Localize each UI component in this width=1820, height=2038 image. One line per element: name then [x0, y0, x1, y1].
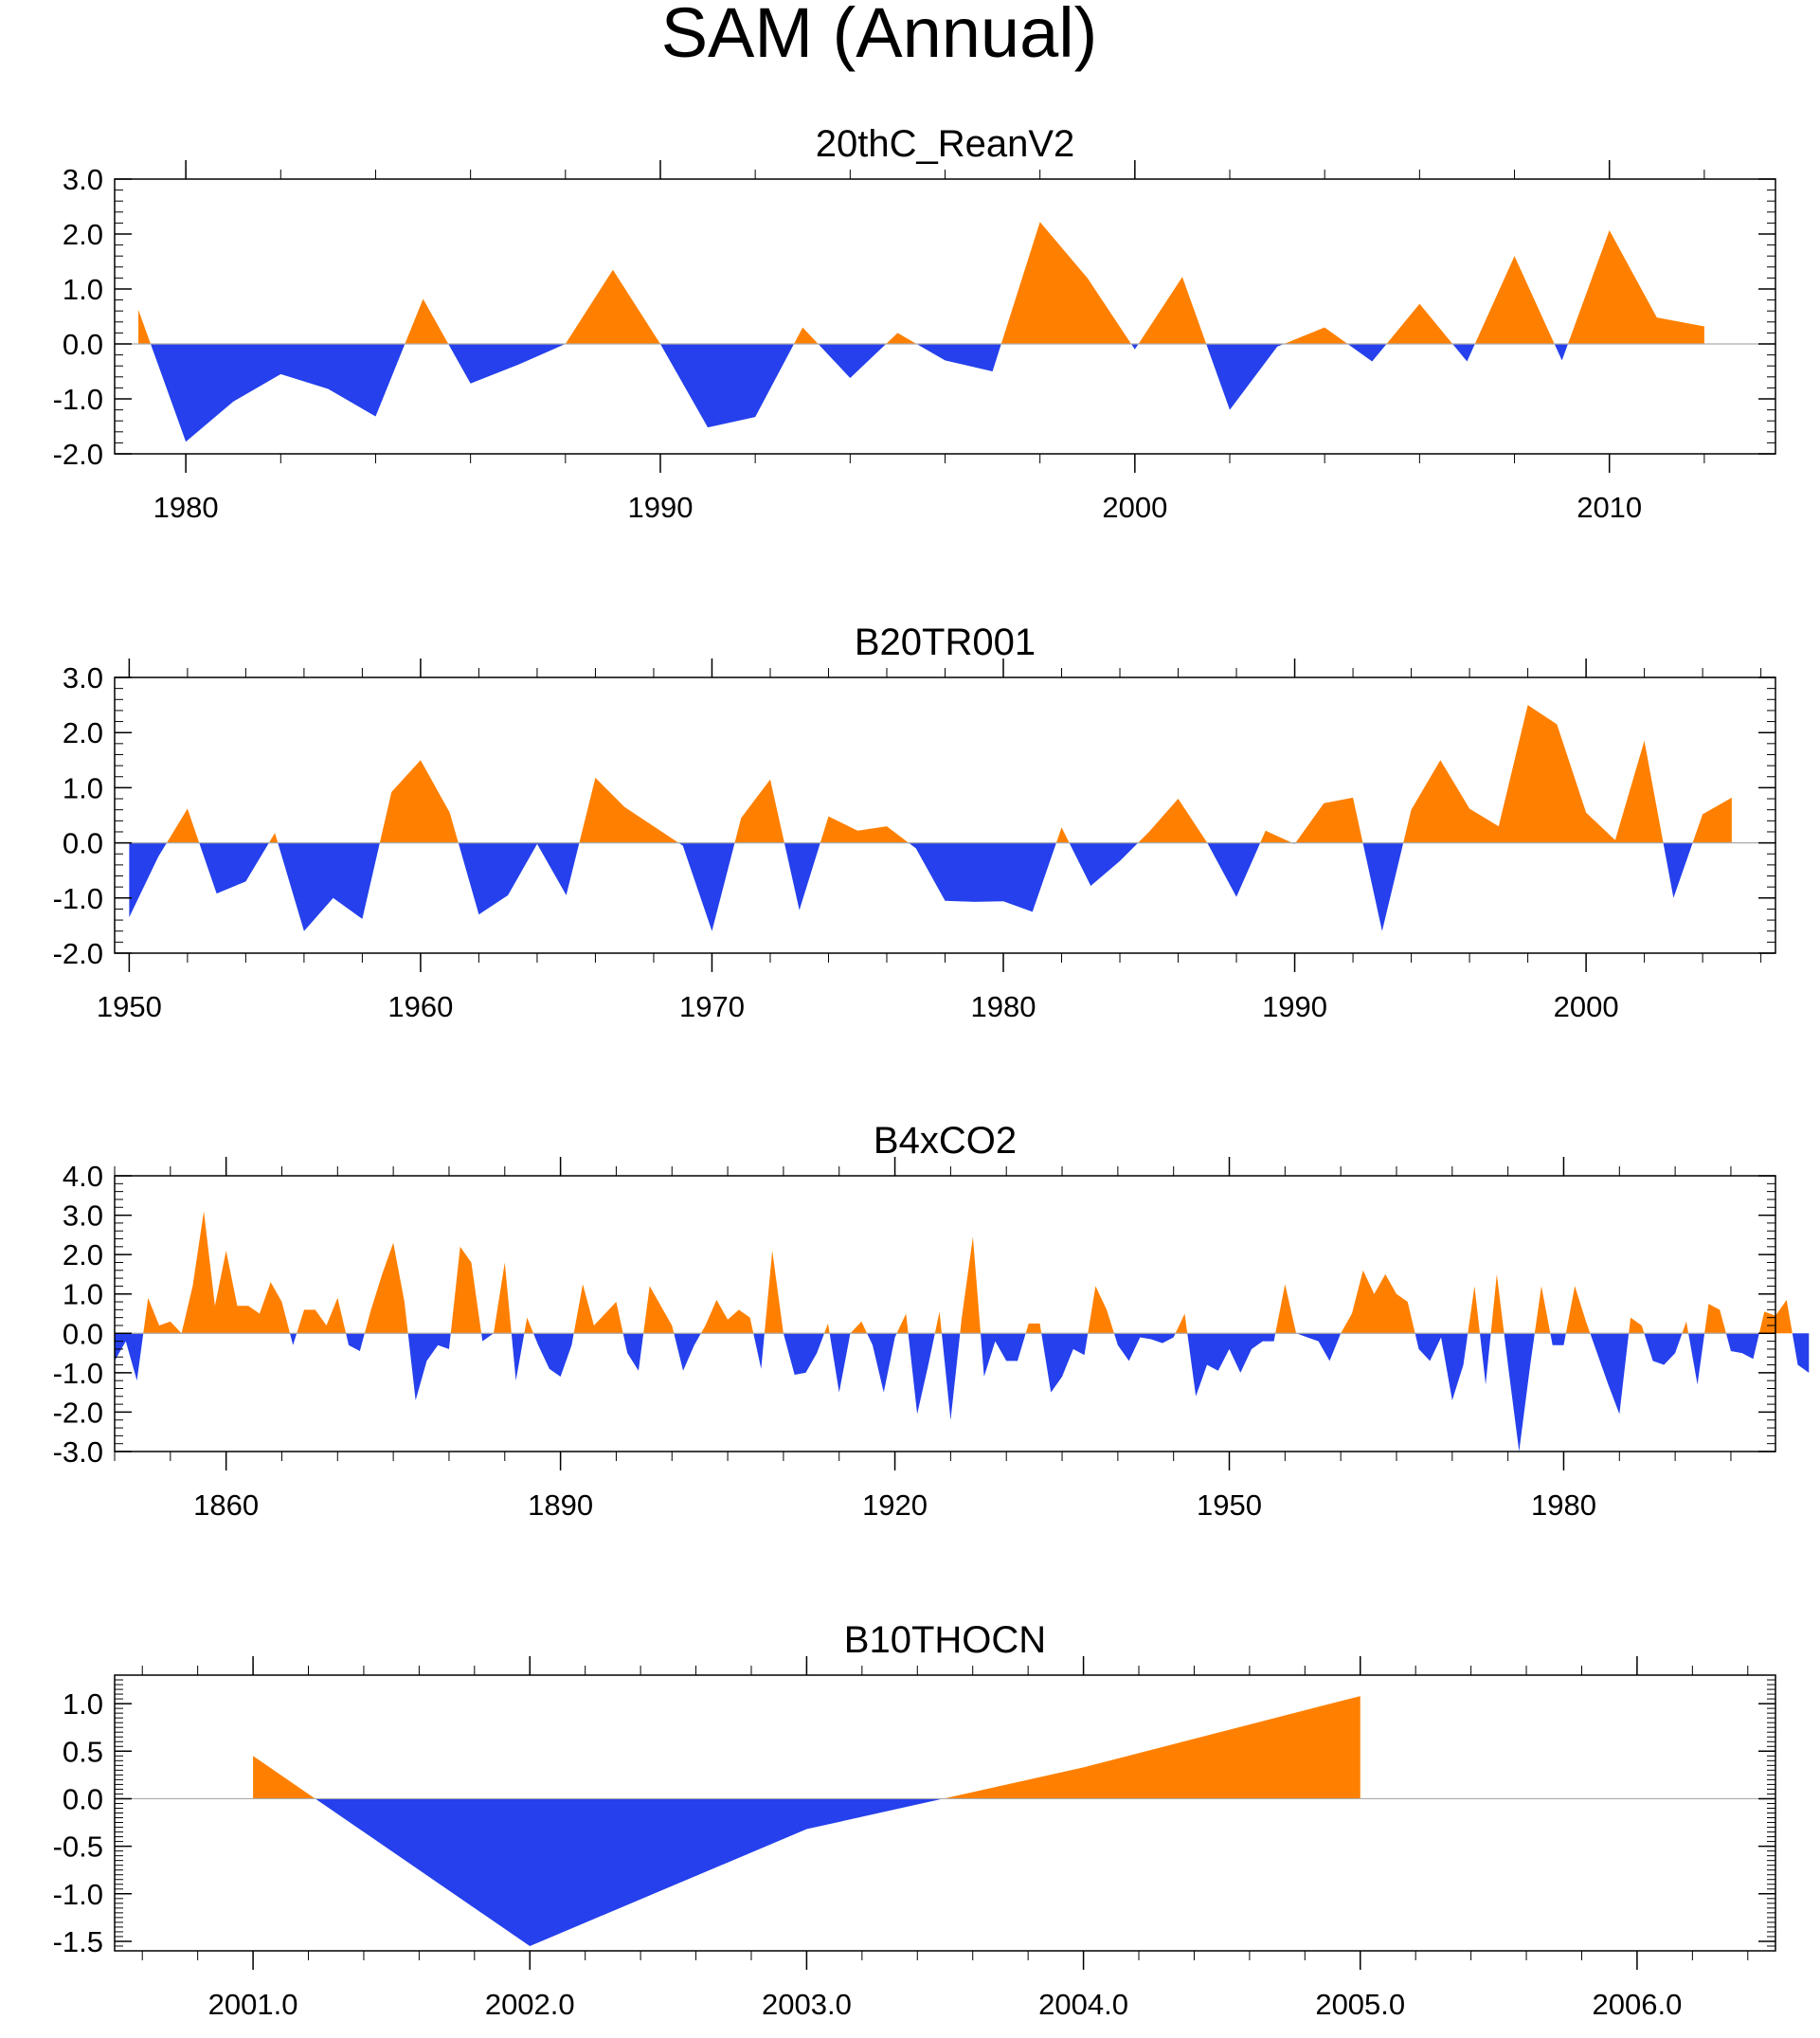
x-tick-label: 2006.0: [1593, 1988, 1683, 2021]
y-tick-label: 2.0: [63, 1238, 103, 1271]
x-tick-label: 2000: [1554, 990, 1619, 1023]
x-tick-label: 1960: [387, 990, 453, 1023]
y-tick-label: -1.0: [53, 1357, 103, 1390]
x-tick-label: 1970: [679, 990, 745, 1023]
negative-area: [129, 842, 1732, 931]
x-tick-label: 1980: [971, 990, 1036, 1023]
figure-title: SAM (Annual): [661, 0, 1098, 72]
positive-area: [129, 705, 1732, 843]
chart-panel-2: B20TR001 -2.0 -1.0 0.0 1.0 2.0 3.0 1950 1960 1970…: [53, 622, 1776, 1023]
y-tick-label: 0.0: [63, 827, 103, 860]
y-tick-label: -0.5: [53, 1831, 103, 1864]
y-tick-label: -2.0: [53, 937, 103, 970]
y-tick-label: 1.0: [63, 1687, 103, 1721]
chart-panels: 20thC_ReanV2 -2.0 -1.0 0.0 1.0 2.0 3.0 1980 1990…: [53, 123, 1810, 2021]
positive-area: [138, 222, 1704, 344]
y-tick-label: -1.0: [53, 882, 103, 915]
y-tick-label: 3.0: [63, 1199, 103, 1233]
y-tick-label: 0.0: [63, 1317, 103, 1350]
positive-area: [253, 1696, 1360, 1799]
x-tick-label: 2001.0: [208, 1988, 298, 2021]
y-tick-label: -1.0: [53, 383, 103, 416]
x-tick-label: 1950: [1197, 1488, 1262, 1522]
x-tick-label: 1860: [193, 1488, 259, 1522]
negative-area: [115, 1333, 1810, 1452]
y-tick-label: 0.0: [63, 328, 103, 361]
y-tick-label: 0.5: [63, 1735, 103, 1768]
y-tick-label: 3.0: [63, 163, 103, 196]
y-tick-label: 3.0: [63, 661, 103, 694]
x-tick-label: 1920: [862, 1488, 928, 1522]
plot-frame: [114, 1175, 1776, 1452]
x-tick-label: 2010: [1577, 491, 1642, 524]
x-tick-label: 1950: [97, 990, 162, 1023]
x-tick-label: 2002.0: [485, 1988, 575, 2021]
negative-area: [138, 344, 1704, 442]
chart-panel-3: B4xCO2 -3.0 -2.0 -1.0 0.0 1.0 2.0 3.0 4.0 1860 189…: [53, 1120, 1810, 1522]
negative-area: [253, 1798, 1360, 1946]
x-tick-label: 1980: [1531, 1488, 1596, 1522]
x-tick-label: 2005.0: [1315, 1988, 1405, 2021]
x-tick-label: 1890: [528, 1488, 593, 1522]
panel-title: B4xCO2: [874, 1120, 1017, 1162]
positive-area: [115, 1211, 1810, 1334]
y-tick-label: 2.0: [63, 716, 103, 749]
y-tick-label: 0.0: [63, 1782, 103, 1815]
y-tick-label: -2.0: [53, 438, 103, 471]
x-tick-label: 2003.0: [762, 1988, 852, 2021]
y-tick-label: 1.0: [63, 771, 103, 804]
chart-panel-1: 20thC_ReanV2 -2.0 -1.0 0.0 1.0 2.0 3.0 1980 1990…: [53, 123, 1776, 524]
y-tick-label: -2.0: [53, 1396, 103, 1429]
x-tick-label: 2004.0: [1038, 1988, 1128, 2021]
x-tick-label: 1980: [153, 491, 219, 524]
panel-title: B20TR001: [855, 622, 1036, 663]
y-tick-label: 1.0: [63, 1278, 103, 1311]
x-tick-label: 1990: [628, 491, 694, 524]
x-tick-label: 2000: [1102, 491, 1167, 524]
x-tick-label: 1990: [1262, 990, 1327, 1023]
y-tick-label: 4.0: [63, 1160, 103, 1193]
y-tick-label: -3.0: [53, 1435, 103, 1469]
panel-title: 20thC_ReanV2: [816, 123, 1075, 165]
y-tick-label: -1.5: [53, 1925, 103, 1958]
y-tick-label: 2.0: [63, 218, 103, 251]
y-tick-label: -1.0: [53, 1878, 103, 1911]
chart-panel-4: B10THOCN -1.5 -1.0 -0.5 0.0 0.5 1.0 2001.0 2002.…: [53, 1619, 1776, 2021]
y-tick-label: 1.0: [63, 273, 103, 306]
panel-title: B10THOCN: [844, 1619, 1046, 1661]
